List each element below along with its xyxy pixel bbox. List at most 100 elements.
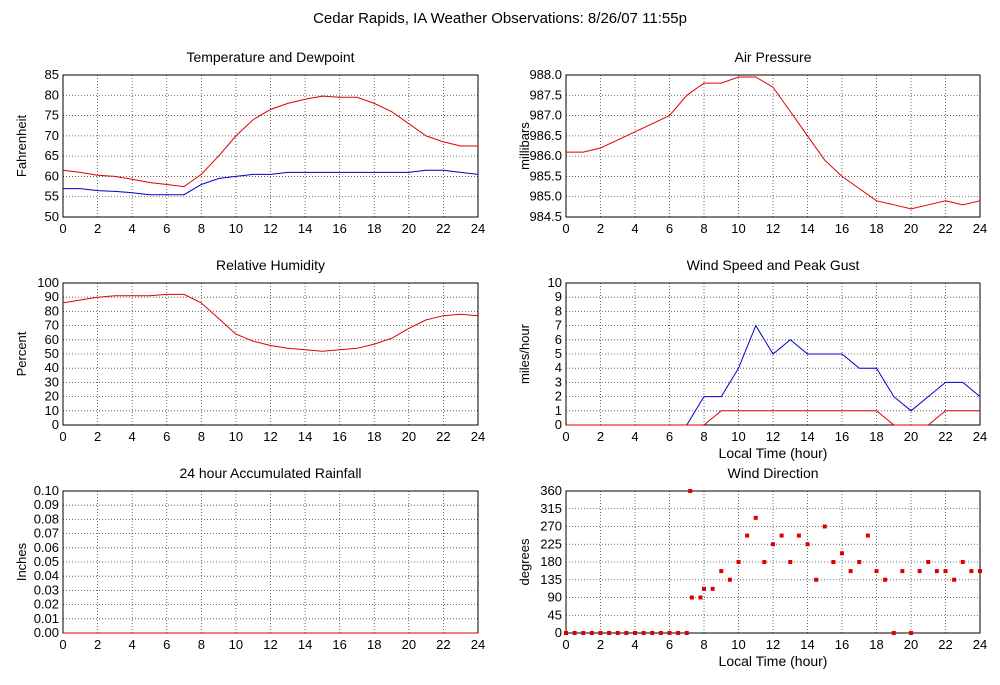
x-tick-label: 16: [332, 221, 346, 236]
x-tick-label: 10: [731, 221, 745, 236]
x-tick-label: 8: [700, 429, 707, 444]
x-tick-label: 4: [631, 221, 638, 236]
data-point: [960, 560, 965, 564]
y-tick-label: 985.5: [529, 168, 562, 183]
y-tick-label: 90: [45, 289, 59, 304]
y-tick-label: 180: [540, 554, 562, 569]
data-point: [736, 560, 741, 564]
data-point: [978, 569, 982, 574]
y-tick-label: 0: [52, 417, 59, 432]
data-point: [615, 631, 620, 635]
y-tick-label: 4: [555, 360, 562, 375]
plot-frame: [565, 282, 981, 426]
x-tick-label: 0: [562, 429, 569, 444]
data-point: [857, 560, 862, 564]
data-point: [641, 631, 646, 635]
chart-title: Wind Direction: [727, 465, 818, 481]
x-tick-label: 20: [904, 429, 918, 444]
y-tick-label: 270: [540, 519, 562, 534]
data-point: [874, 569, 879, 574]
y-tick-label: 75: [45, 108, 59, 123]
x-tick-label: 8: [700, 221, 707, 236]
data-point: [572, 631, 577, 635]
y-tick-label: 10: [548, 275, 562, 290]
x-tick-label: 24: [471, 221, 485, 236]
data-point: [688, 489, 693, 493]
x-tick-label: 14: [800, 221, 814, 236]
data-point: [719, 569, 724, 574]
x-tick-label: 10: [229, 221, 243, 236]
y-tick-label: 984.5: [529, 209, 562, 224]
y-tick-label: 40: [45, 360, 59, 375]
x-tick-label: 18: [367, 637, 381, 652]
y-tick-label: 65: [45, 148, 59, 163]
y-tick-label: 135: [540, 572, 562, 587]
y-tick-label: 987.0: [529, 108, 562, 123]
data-point: [589, 631, 594, 635]
x-tick-label: 20: [402, 221, 416, 236]
x-tick-label: 6: [163, 637, 170, 652]
data-point: [771, 542, 775, 547]
data-line: [566, 76, 981, 210]
data-point: [883, 577, 888, 582]
y-tick-label: 10: [45, 403, 59, 418]
data-point: [667, 631, 672, 635]
data-point: [934, 569, 939, 574]
x-tick-label: 10: [229, 429, 243, 444]
x-tick-label: 8: [198, 637, 205, 652]
y-tick-label: 0.05: [34, 554, 59, 569]
x-tick-label: 18: [367, 429, 381, 444]
x-axis-label: Local Time (hour): [719, 653, 828, 669]
x-tick-label: 24: [973, 637, 987, 652]
x-tick-label: 8: [198, 429, 205, 444]
y-tick-label: 9: [555, 289, 562, 304]
y-tick-label: 80: [45, 303, 59, 318]
data-point: [840, 551, 844, 556]
x-tick-label: 0: [562, 637, 569, 652]
chart-title: Wind Speed and Peak Gust: [687, 257, 860, 273]
chart-title: Relative Humidity: [216, 257, 325, 273]
plot-frame: [62, 282, 479, 426]
y-tick-label: 30: [45, 374, 59, 389]
x-tick-label: 14: [298, 637, 312, 652]
x-tick-label: 22: [938, 429, 952, 444]
data-point: [581, 631, 586, 635]
x-tick-label: 22: [938, 221, 952, 236]
x-tick-label: 20: [904, 221, 918, 236]
data-line: [62, 293, 479, 352]
y-tick-label: 987.5: [529, 87, 562, 102]
x-tick-label: 22: [436, 221, 450, 236]
y-axis-label: Fahrenheit: [14, 115, 29, 178]
data-line: [62, 95, 478, 188]
y-tick-label: 100: [37, 275, 59, 290]
data-point: [779, 533, 784, 538]
x-tick-label: 2: [597, 637, 604, 652]
x-tick-label: 18: [869, 637, 883, 652]
y-tick-label: 55: [45, 189, 59, 204]
x-tick-label: 18: [869, 429, 883, 444]
data-point: [762, 560, 767, 564]
y-tick-label: 80: [45, 87, 59, 102]
y-tick-label: 50: [45, 209, 59, 224]
y-tick-label: 0.08: [34, 511, 59, 526]
data-point: [805, 542, 810, 547]
x-tick-label: 0: [59, 637, 66, 652]
data-point: [564, 631, 568, 635]
x-tick-label: 4: [129, 221, 136, 236]
x-tick-label: 20: [402, 429, 416, 444]
x-tick-label: 24: [973, 221, 987, 236]
data-point: [607, 631, 612, 635]
x-tick-label: 0: [562, 221, 569, 236]
x-tick-label: 6: [666, 221, 673, 236]
plot-frame: [565, 74, 981, 218]
x-tick-label: 14: [800, 429, 814, 444]
x-tick-label: 16: [332, 637, 346, 652]
data-point: [698, 595, 703, 600]
x-tick-label: 6: [666, 637, 673, 652]
x-tick-label: 24: [471, 637, 485, 652]
y-tick-label: 60: [45, 332, 59, 347]
x-axis-label: Local Time (hour): [719, 445, 828, 461]
x-tick-label: 4: [631, 429, 638, 444]
data-point: [727, 577, 732, 582]
y-tick-label: 315: [540, 501, 562, 516]
